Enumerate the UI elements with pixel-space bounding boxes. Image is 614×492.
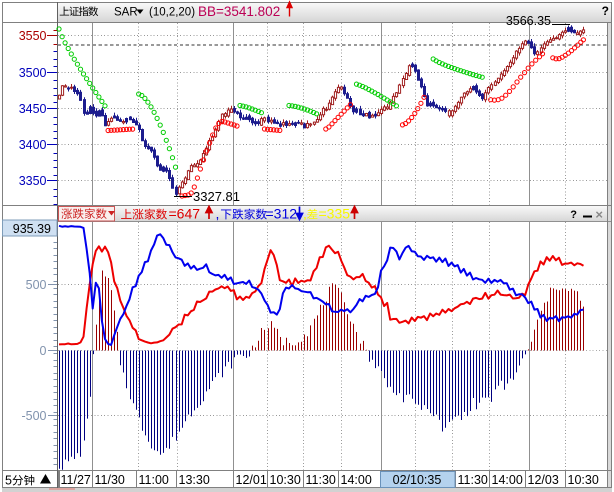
- svg-text:,: ,: [216, 206, 220, 222]
- svg-text:11:30: 11:30: [458, 473, 488, 487]
- svg-text:11:00: 11:00: [139, 473, 169, 487]
- svg-text:14:00: 14:00: [492, 473, 523, 487]
- svg-text:14:00: 14:00: [341, 473, 372, 487]
- svg-text:5: 5: [5, 474, 12, 488]
- svg-text:3450: 3450: [19, 102, 47, 116]
- svg-text:SAR: SAR: [114, 7, 138, 19]
- svg-text:3566.35: 3566.35: [506, 14, 551, 28]
- svg-text:3327.81: 3327.81: [193, 189, 240, 204]
- svg-text:500: 500: [26, 278, 47, 292]
- svg-text:13:30: 13:30: [179, 473, 210, 487]
- svg-text:?: ?: [570, 209, 577, 221]
- svg-text:3350: 3350: [19, 174, 47, 188]
- svg-text:11/27: 11/27: [61, 473, 91, 487]
- svg-text:=647: =647: [169, 206, 201, 222]
- svg-text:-500: -500: [21, 409, 46, 423]
- svg-text:12/01: 12/01: [236, 473, 267, 487]
- svg-text:×: ×: [595, 207, 603, 222]
- svg-text:3550: 3550: [19, 29, 47, 43]
- svg-text:0: 0: [40, 344, 47, 358]
- svg-text:,: ,: [303, 206, 307, 222]
- svg-text:12/03: 12/03: [528, 473, 559, 487]
- svg-text:?: ?: [602, 4, 609, 18]
- svg-text:10:30: 10:30: [568, 473, 599, 487]
- svg-text:=312: =312: [266, 206, 298, 222]
- svg-text:3500: 3500: [19, 66, 47, 80]
- svg-text:11:30: 11:30: [306, 473, 336, 487]
- svg-text:3400: 3400: [19, 138, 47, 152]
- svg-text:935.39: 935.39: [13, 222, 51, 236]
- svg-text:BB=3541.802: BB=3541.802: [198, 4, 280, 19]
- svg-text:10:30: 10:30: [270, 473, 301, 487]
- svg-text:02/10:35: 02/10:35: [393, 473, 442, 487]
- svg-text:(10,2,20): (10,2,20): [149, 7, 195, 19]
- svg-text:11/30: 11/30: [95, 473, 125, 487]
- svg-text:=335: =335: [319, 206, 351, 222]
